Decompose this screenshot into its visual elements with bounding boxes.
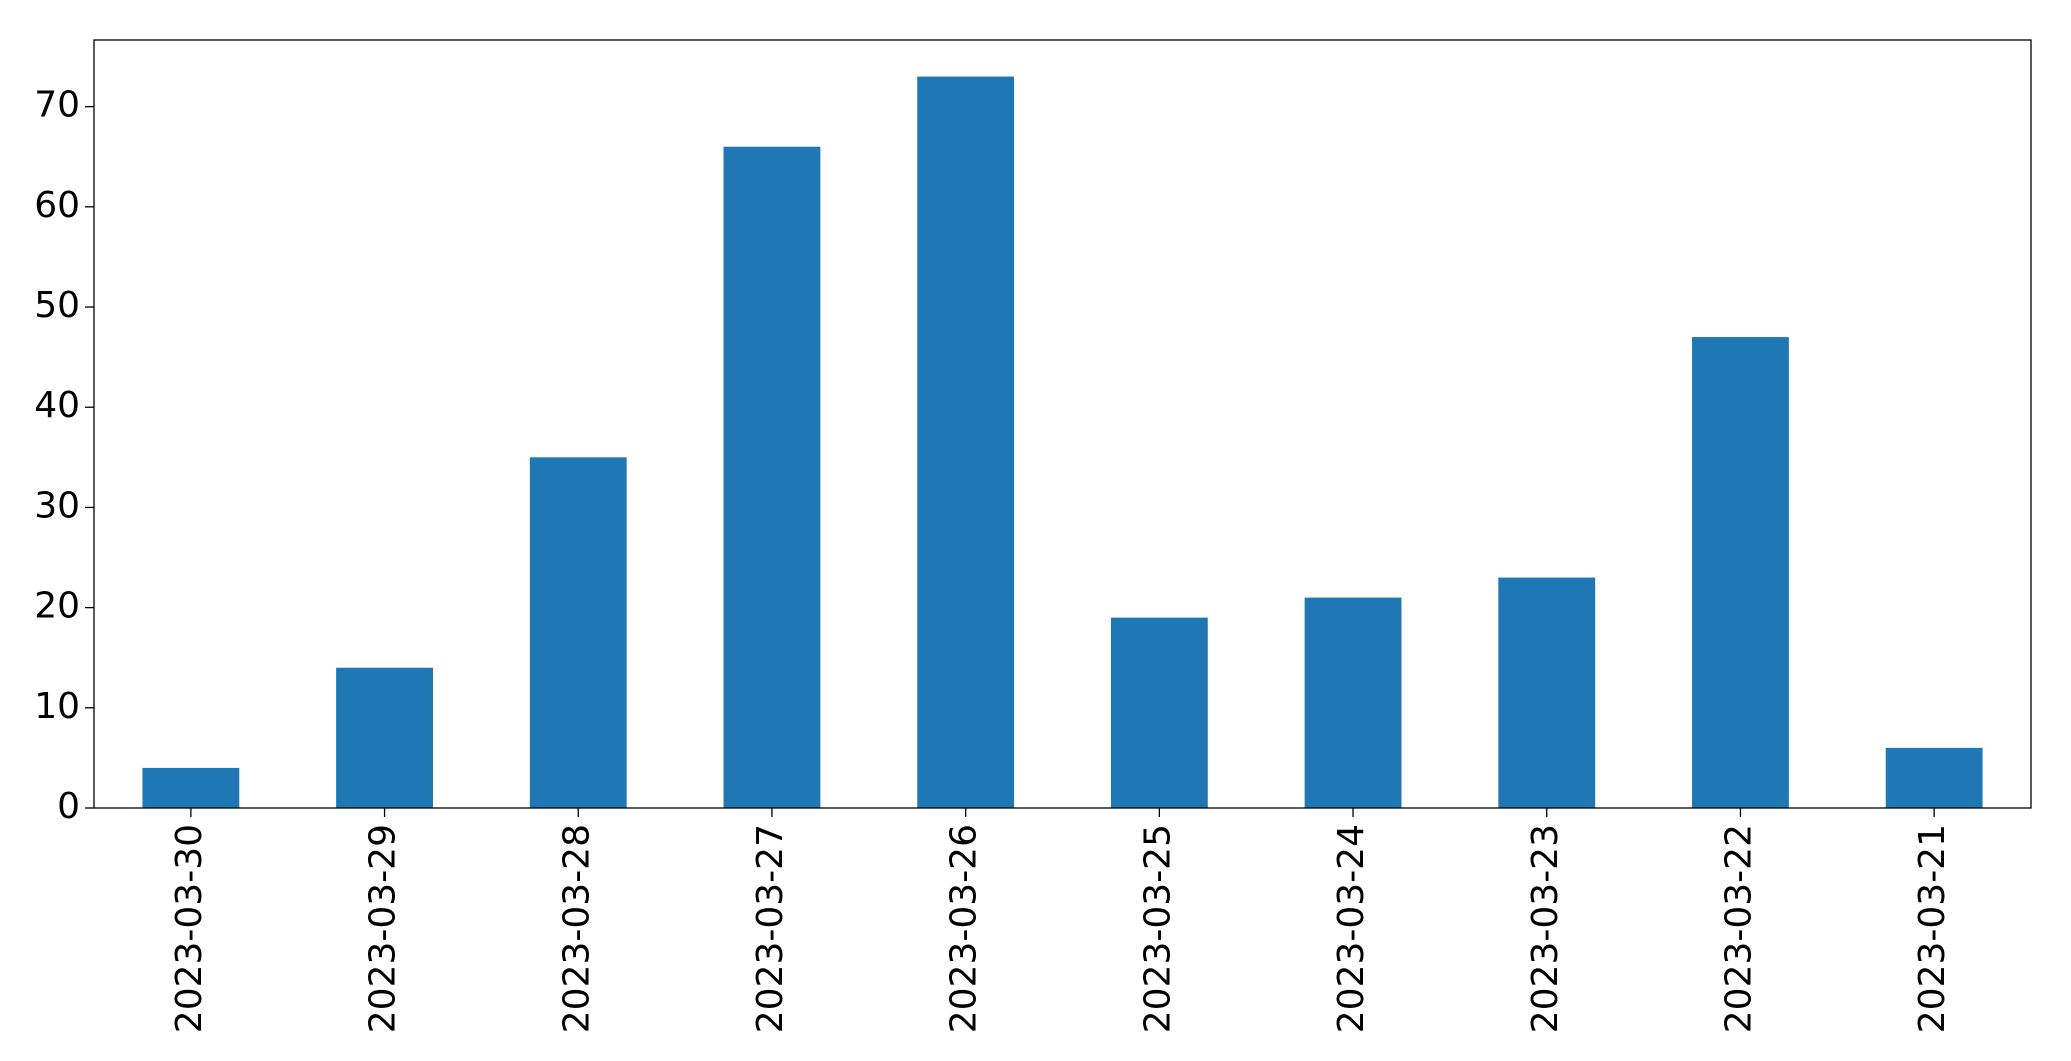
y-tick-label: 20 xyxy=(34,586,80,627)
x-tick-label: 2023-03-24 xyxy=(1331,824,1372,1033)
x-tick-label: 2023-03-21 xyxy=(1912,824,1953,1033)
y-tick-label: 40 xyxy=(34,385,80,426)
bar xyxy=(1304,597,1402,808)
x-tick-label: 2023-03-27 xyxy=(750,824,791,1033)
plot-frame xyxy=(93,39,2032,809)
bar xyxy=(1498,577,1596,808)
y-tick-label: 10 xyxy=(34,686,80,727)
x-tick-label: 2023-03-28 xyxy=(556,824,597,1033)
x-tick-label: 2023-03-25 xyxy=(1137,824,1178,1033)
bar xyxy=(723,146,821,808)
bar xyxy=(1885,747,1983,808)
bar xyxy=(142,767,240,808)
bar xyxy=(1692,337,1789,808)
y-tick-label: 50 xyxy=(34,285,80,326)
bar xyxy=(529,457,627,808)
y-tick-label: 70 xyxy=(34,85,80,126)
bar xyxy=(917,76,1015,809)
x-tick-label: 2023-03-22 xyxy=(1718,824,1759,1033)
y-tick-label: 30 xyxy=(34,485,80,526)
y-tick-label: 0 xyxy=(57,786,80,827)
x-tick-label: 2023-03-26 xyxy=(944,824,985,1033)
x-tick-label: 2023-03-23 xyxy=(1525,824,1566,1033)
x-tick-label: 2023-03-29 xyxy=(363,824,404,1033)
x-tick-label: 2023-03-30 xyxy=(169,824,210,1033)
bar xyxy=(1110,617,1208,808)
y-tick-label: 60 xyxy=(34,185,80,226)
bar xyxy=(336,667,433,808)
